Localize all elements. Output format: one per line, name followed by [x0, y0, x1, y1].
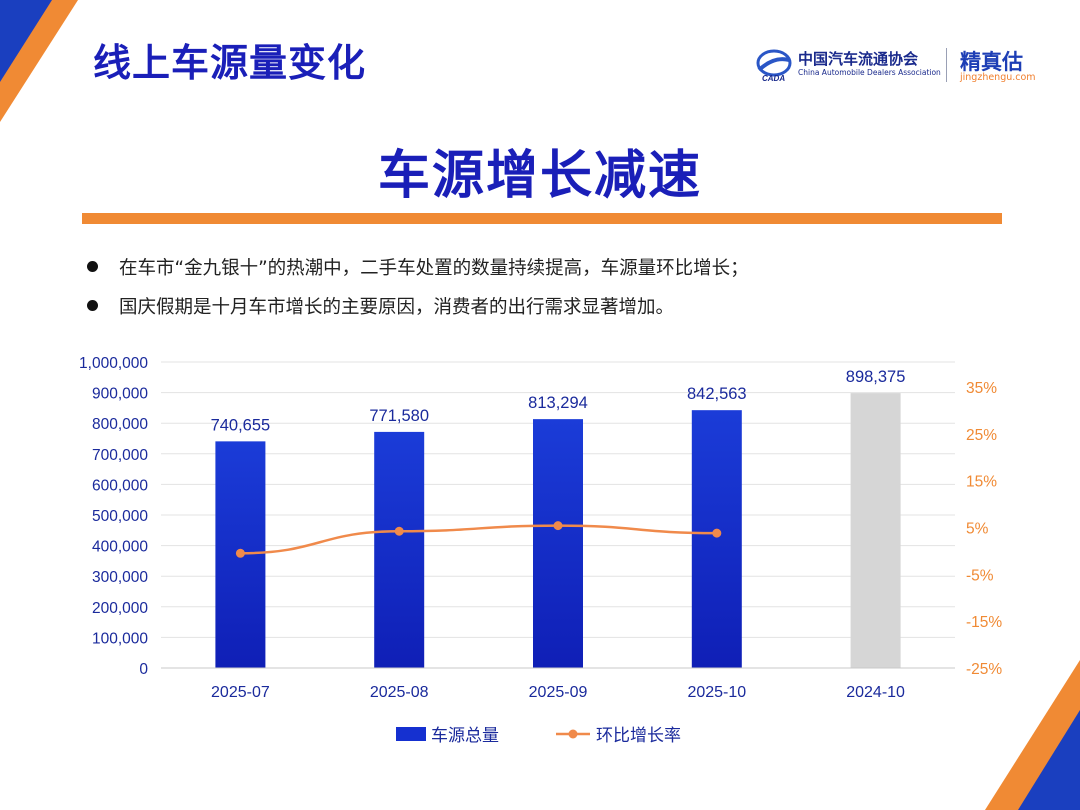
- logo-area: CADA 中国汽车流通协会 China Automobile Dealers A…: [756, 46, 1046, 86]
- right-axis-tick-label: -25%: [966, 661, 1002, 678]
- bullet-item: 国庆假期是十月车市增长的主要原因，消费者的出行需求显著增加。: [87, 293, 674, 319]
- left-axis-tick-label: 600,000: [92, 477, 148, 494]
- left-axis-tick-label: 200,000: [92, 600, 148, 617]
- x-axis-tick-label: 2025-08: [370, 684, 429, 701]
- brand-url: jingzhengu.com: [960, 72, 1036, 83]
- bar-value-label: 842,563: [687, 385, 747, 403]
- bullet-dot-icon: [87, 261, 98, 272]
- left-axis-tick-label: 0: [139, 661, 148, 678]
- growth-rate-point: [712, 528, 722, 538]
- legend-bar-label: 车源总量: [431, 726, 499, 746]
- bullet-dot-icon: [87, 300, 98, 311]
- bar-2024-10: [850, 393, 901, 668]
- right-axis-tick-label: 5%: [966, 521, 989, 538]
- legend-bar-swatch: [396, 727, 426, 741]
- growth-rate-point: [394, 526, 404, 536]
- headline-underline: [82, 213, 1002, 224]
- x-axis-tick-label: 2024-10: [846, 684, 905, 701]
- left-axis-tick-label: 700,000: [92, 447, 148, 464]
- logo-cada-mark: CADA: [762, 74, 785, 82]
- right-axis-tick-label: 35%: [966, 380, 997, 397]
- right-axis-tick-label: 15%: [966, 474, 997, 491]
- bar-value-label: 898,375: [846, 368, 906, 386]
- growth-rate-point: [235, 548, 245, 558]
- bar-value-label: 740,655: [211, 416, 271, 434]
- growth-rate-point: [553, 521, 563, 531]
- headline: 车源增长减速: [377, 146, 702, 206]
- page-title: 线上车源量变化: [93, 41, 367, 85]
- bar-2025-08: [374, 431, 425, 668]
- legend-line-label: 环比增长率: [596, 726, 681, 746]
- left-axis-tick-label: 1,000,000: [79, 355, 148, 372]
- bullet-item: 在车市“金九银十”的热潮中，二手车处置的数量持续提高，车源量环比增长；: [87, 254, 749, 280]
- corner-decoration-top-left: [0, 0, 78, 122]
- logo-divider: [946, 48, 947, 82]
- bullet-text: 国庆假期是十月车市增长的主要原因，消费者的出行需求显著增加。: [119, 297, 675, 318]
- left-axis-tick-label: 800,000: [92, 416, 148, 433]
- bar-2025-10: [691, 410, 742, 668]
- x-axis-tick-label: 2025-09: [529, 684, 588, 701]
- bar-2025-09: [533, 419, 583, 668]
- logo-org-name: 中国汽车流通协会: [798, 50, 919, 68]
- left-axis-tick-label: 300,000: [92, 569, 148, 586]
- brand-name: 精真估: [960, 50, 1023, 74]
- growth-rate-line: [240, 524, 717, 555]
- bullet-text: 在车市“金九银十”的热潮中，二手车处置的数量持续提高，车源量环比增长；: [119, 258, 749, 279]
- right-axis-tick-label: 25%: [966, 427, 997, 444]
- left-axis-tick-label: 100,000: [92, 630, 148, 647]
- bar-value-label: 813,294: [528, 394, 588, 412]
- left-axis-tick-label: 400,000: [92, 539, 148, 556]
- x-axis-tick-label: 2025-07: [211, 684, 270, 701]
- left-axis-tick-label: 900,000: [92, 386, 148, 403]
- left-axis-tick-label: 500,000: [92, 508, 148, 525]
- legend-line-marker: [568, 729, 578, 739]
- corner-decoration-bottom-right: [985, 660, 1080, 810]
- cada-logo-icon: CADA: [756, 49, 792, 82]
- x-axis-tick-label: 2025-10: [687, 684, 746, 701]
- right-axis-tick-label: -15%: [966, 614, 1002, 631]
- logo-org-name-en: China Automobile Dealers Association: [798, 68, 941, 77]
- right-axis-tick-label: -5%: [966, 567, 994, 584]
- bar-value-label: 771,580: [369, 407, 429, 425]
